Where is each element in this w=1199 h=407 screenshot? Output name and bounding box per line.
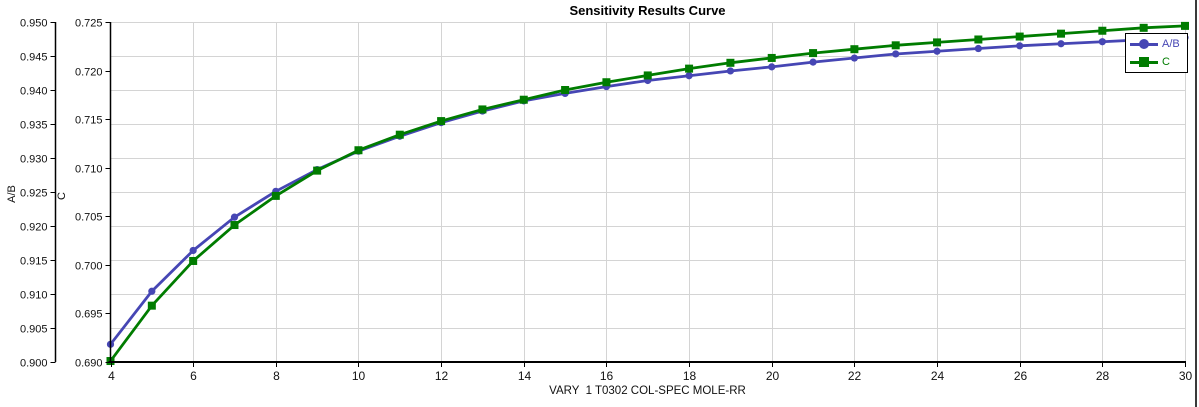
x-tick-label: 18 [683,369,697,383]
y-tick-label-c: 0.690 [75,358,103,370]
y-tick-label-ab: 0.910 [20,290,48,302]
data-point-square [933,38,942,47]
y-tick-label-ab: 0.905 [20,324,48,336]
data-point-square [189,256,198,265]
data-point-square [1098,26,1107,35]
legend: A/B C [1125,33,1188,73]
legend-entry-c: C [1130,54,1183,70]
y-tick-label-c: 0.705 [75,212,103,224]
x-tick-label: 14 [518,369,532,383]
data-point-square [230,221,239,230]
data-point-square [809,49,818,58]
data-point-square [1057,29,1066,38]
data-point-circle [850,54,858,62]
data-point-square [767,53,776,62]
y-tick-label-c: 0.725 [75,18,103,30]
legend-entry-ab: A/B [1130,36,1183,52]
data-point-square [850,45,859,54]
y-tick-label-ab: 0.920 [20,222,48,234]
chart-title: Sensitivity Results Curve [569,3,726,18]
circle-marker-icon [1139,39,1149,49]
x-tick-label: 6 [190,369,197,383]
data-point-square [1139,23,1148,32]
legend-label-c: C [1162,55,1170,68]
legend-sample-c [1130,57,1158,67]
data-point-circle [1016,42,1024,50]
x-tick-label: 24 [931,369,945,383]
y-tick-label-c: 0.700 [75,261,103,273]
data-point-square [519,95,528,104]
y-tick-label-ab: 0.935 [20,120,48,132]
data-point-circle [1098,38,1106,46]
data-point-circle [230,213,239,221]
data-point-square [1181,21,1189,30]
y-tick-label-ab: 0.900 [20,358,48,370]
data-point-circle [148,287,156,295]
data-point-square [891,41,900,50]
y-tick-label-ab: 0.925 [20,188,48,200]
x-tick-label: 26 [1014,369,1028,383]
data-point-circle [809,58,817,66]
data-point-circle [726,67,735,75]
x-tick-label: 28 [1096,369,1110,383]
panel-right-border [1195,0,1197,407]
x-axis-title: VARY 1 T0302 COL-SPEC MOLE-RR [549,385,746,397]
x-tick-label: 20 [766,369,780,383]
x-tick-label: 8 [273,369,280,383]
x-tick-label: 10 [352,369,366,383]
y-tick-label-c: 0.715 [75,115,103,127]
data-point-circle [685,72,693,80]
data-point-square [437,117,446,126]
y-tick-label-c: 0.710 [75,164,103,176]
data-point-square [478,105,487,114]
data-point-square [643,71,652,80]
y-tick-label-ab: 0.940 [20,86,48,98]
data-point-square [354,146,363,155]
x-tick-label: 16 [600,369,614,383]
y-tick-label-ab: 0.945 [20,52,48,64]
y-tick-label-ab: 0.950 [20,18,48,30]
y-tick-label-ab: 0.930 [20,154,48,166]
data-point-square [974,35,983,44]
y-tick-label-c: 0.720 [75,67,103,79]
x-tick-label: 22 [848,369,862,383]
data-point-square [561,86,570,94]
data-point-square [726,58,735,67]
data-point-square [1015,32,1024,41]
data-point-square [313,166,322,175]
data-point-circle [974,44,982,53]
data-point-circle [892,50,900,58]
y-tick-label-ab: 0.915 [20,256,48,268]
x-tick-label: 12 [435,369,449,383]
legend-sample-ab [1130,39,1158,49]
data-point-square [395,130,404,139]
y-tick-label-c: 0.695 [75,309,103,321]
data-point-circle [1057,40,1065,48]
y-axis-title-c: C [56,192,68,200]
data-point-square [147,301,156,310]
data-point-square [271,191,280,200]
data-point-square [602,78,611,87]
legend-label-ab: A/B [1162,37,1180,50]
x-tick-label: 4 [108,369,115,383]
data-point-circle [189,246,197,255]
data-point-circle [933,47,941,55]
square-marker-icon [1139,57,1149,67]
data-point-circle [768,63,776,71]
y-axis-title-ab: A/B [6,185,18,203]
x-tick-label: 30 [1179,369,1193,383]
data-point-square [685,64,694,73]
